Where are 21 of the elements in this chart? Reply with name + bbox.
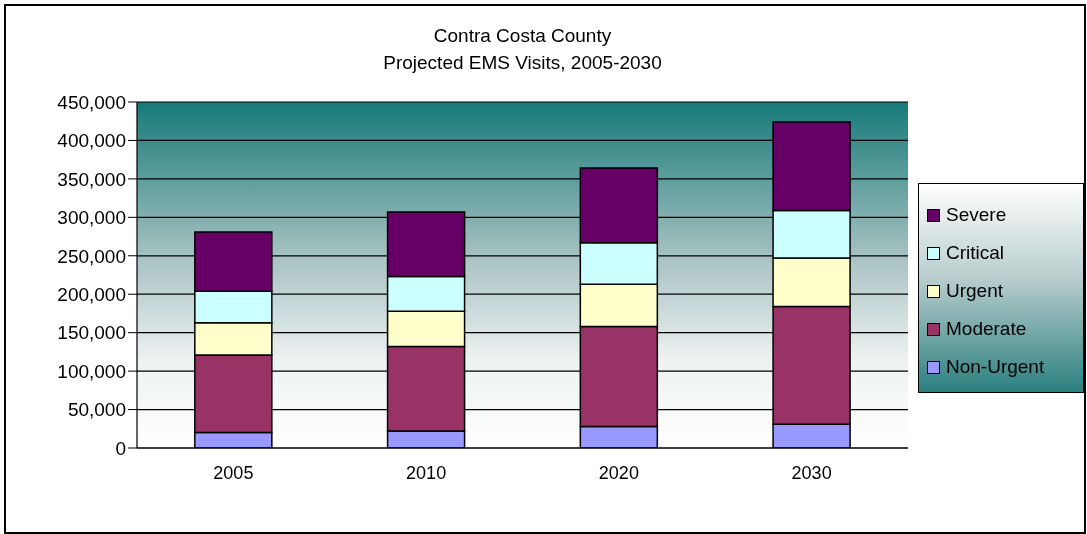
chart-title: Contra Costa County: [432, 24, 613, 48]
x-tick-label: 2020: [598, 462, 639, 483]
legend-label: Critical: [946, 242, 1005, 264]
y-tick-label: 350,000: [57, 168, 126, 190]
y-tick-label: 0: [115, 437, 126, 459]
chart-subtitle: Projected EMS Visits, 2005-2030: [382, 51, 663, 75]
legend-label: Non-Urgent: [946, 356, 1045, 378]
y-tick-label: 200,000: [57, 283, 126, 305]
x-tick-label: 2010: [406, 462, 447, 483]
x-tick-label: 2030: [791, 462, 832, 483]
legend-label: Severe: [946, 204, 1007, 226]
y-tick-label: 450,000: [57, 91, 126, 113]
y-tick-label: 100,000: [57, 360, 126, 382]
y-tick-label: 50,000: [67, 399, 126, 421]
legend-label: Urgent: [946, 280, 1004, 302]
y-tick-label: 250,000: [57, 245, 126, 267]
legend-label: Moderate: [946, 318, 1027, 340]
x-tick-label: 2005: [213, 462, 254, 483]
y-tick-label: 400,000: [57, 130, 126, 152]
y-tick-label: 300,000: [57, 207, 126, 229]
y-tick-label: 150,000: [57, 322, 126, 344]
